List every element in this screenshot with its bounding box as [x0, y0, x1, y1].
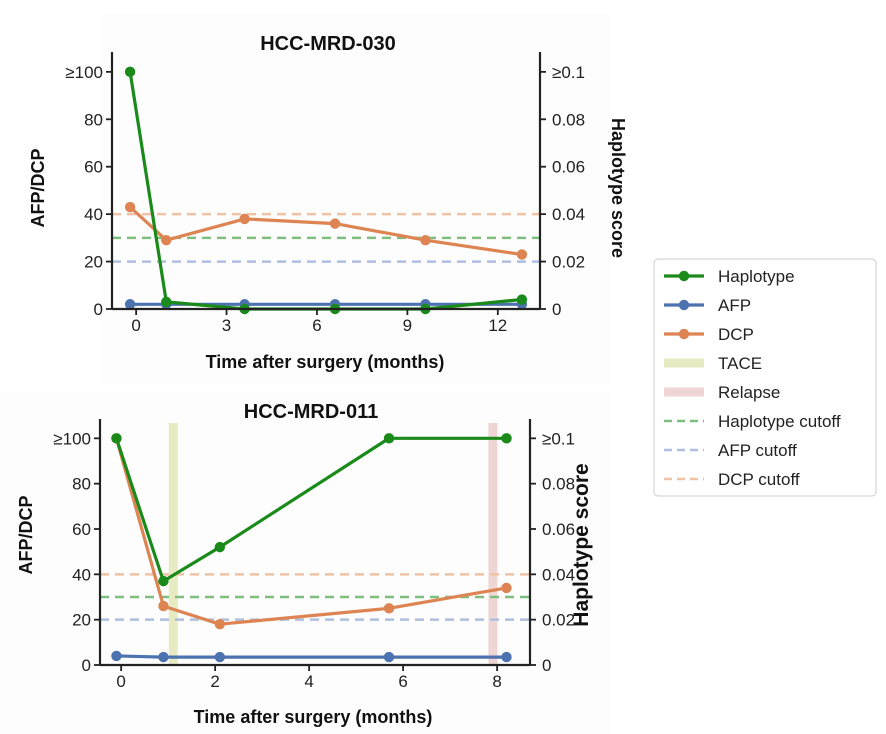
y2-tick-label: 0.08: [542, 475, 575, 494]
haplotype-point: [383, 433, 395, 444]
y2-tick-label: 0: [552, 300, 561, 319]
legend-label-dcp-cutoff: DCP cutoff: [718, 470, 800, 489]
y2-axis-label: Haplotype score: [608, 118, 628, 258]
plot-area: 0 20 40 60 80 ≥100 0 0.02 0.04 0.06 0.08 ≥0.1 0 2 4 6 8: [53, 419, 575, 691]
legend-marker-dcp: [678, 328, 690, 340]
y2-tick-label: 0.04: [552, 205, 585, 224]
y-tick-label: 20: [84, 253, 103, 272]
dcp-point: [501, 582, 512, 594]
dcp-point: [158, 600, 169, 612]
legend-label-tace: TACE: [718, 354, 762, 373]
y2-tick-label: 0.06: [552, 158, 585, 177]
y2-tick-label: 0.02: [552, 253, 585, 272]
y2-tick-label: 0.04: [542, 565, 575, 584]
afp-point: [383, 651, 395, 663]
legend-label-relapse: Relapse: [718, 383, 780, 402]
y-tick-label: 40: [84, 205, 103, 224]
y-axis-label: AFP/DCP: [28, 148, 48, 227]
event-band-tace: [168, 423, 178, 665]
y-tick-label: 60: [72, 520, 91, 539]
x-tick-label: 6: [312, 316, 321, 335]
y2-tick-label: 0.08: [552, 110, 585, 129]
haplotype-point: [111, 433, 122, 444]
y-tick-label: 0: [82, 656, 91, 675]
panel-background-1: [100, 14, 610, 384]
legend-label-haplotype-cutoff: Haplotype cutoff: [718, 412, 841, 431]
panel-background-2: [0, 392, 610, 734]
dcp-point: [329, 218, 341, 229]
y2-axis-label: Haplotype score: [570, 463, 593, 626]
afp-point: [124, 299, 136, 310]
x-tick-label: 4: [304, 672, 313, 691]
chart-title: HCC-MRD-030: [260, 33, 396, 55]
y2-tick-label: 0.02: [542, 611, 575, 630]
y-tick-label: 20: [72, 611, 91, 630]
x-tick-label: 0: [116, 672, 125, 691]
haplotype-point: [214, 541, 226, 553]
y-tick-label: 60: [84, 158, 103, 177]
afp-point: [111, 650, 122, 662]
legend-label-afp-cutoff: AFP cutoff: [718, 441, 797, 460]
y2-tick-label: ≥0.1: [552, 63, 585, 82]
dcp-point: [420, 235, 431, 246]
chart-title: HCC-MRD-011: [244, 401, 378, 423]
y2-tick-label: 0: [542, 656, 551, 675]
y-tick-label: 80: [84, 110, 103, 129]
x-tick-label: 2: [210, 672, 219, 691]
y-axis-label: AFP/DCP: [16, 495, 36, 574]
x-tick-label: 6: [398, 672, 407, 691]
legend-label-dcp: DCP: [718, 325, 754, 344]
haplotype-point: [158, 575, 169, 587]
event-band-relapse: [488, 423, 498, 665]
haplotype-point: [124, 66, 136, 78]
x-tick-label: 9: [403, 316, 412, 335]
x-tick-label: 0: [131, 316, 140, 335]
x-tick-label: 3: [222, 316, 231, 335]
x-tick-label: 12: [488, 316, 507, 335]
afp-series-line: [116, 654, 507, 659]
dcp-point: [214, 619, 226, 630]
y-tick-label: ≥100: [53, 429, 91, 448]
haplotype-point: [161, 296, 172, 308]
dcp-point: [516, 249, 528, 260]
haplotype-point: [501, 433, 512, 444]
y-tick-label: 0: [94, 300, 103, 319]
afp-point: [158, 651, 169, 663]
dcp-point: [161, 235, 172, 246]
legend-label-haplotype: Haplotype: [718, 267, 795, 286]
legend-label-afp: AFP: [718, 296, 751, 315]
x-tick-label: 8: [492, 672, 501, 691]
afp-point: [501, 651, 512, 663]
x-axis-label: Time after surgery (months): [206, 352, 445, 372]
legend-marker-haplotype: [678, 270, 690, 282]
dcp-point: [383, 603, 395, 614]
dcp-series-line: [129, 205, 523, 257]
y-tick-label: 40: [72, 565, 91, 584]
x-axis-label: Time after surgery (months): [194, 707, 433, 727]
legend: Haplotype AFP DCP TACE Relapse Haplotype cuto…: [653, 258, 877, 497]
legend-frame: [653, 258, 877, 497]
plot-area: 0 20 40 60 80 ≥100 0 0.02 0.04 0.06 0.08 ≥0.1 0 3 6 9 12: [65, 52, 585, 335]
y-tick-label: 80: [72, 475, 91, 494]
y-tick-label: ≥100: [65, 63, 103, 82]
afp-point: [214, 651, 226, 663]
dcp-point: [239, 213, 250, 225]
haplotype-point: [516, 294, 528, 305]
y2-tick-label: ≥0.1: [542, 429, 575, 448]
legend-marker-afp: [678, 299, 690, 311]
dcp-point: [124, 201, 136, 213]
y2-tick-label: 0.06: [542, 520, 575, 539]
